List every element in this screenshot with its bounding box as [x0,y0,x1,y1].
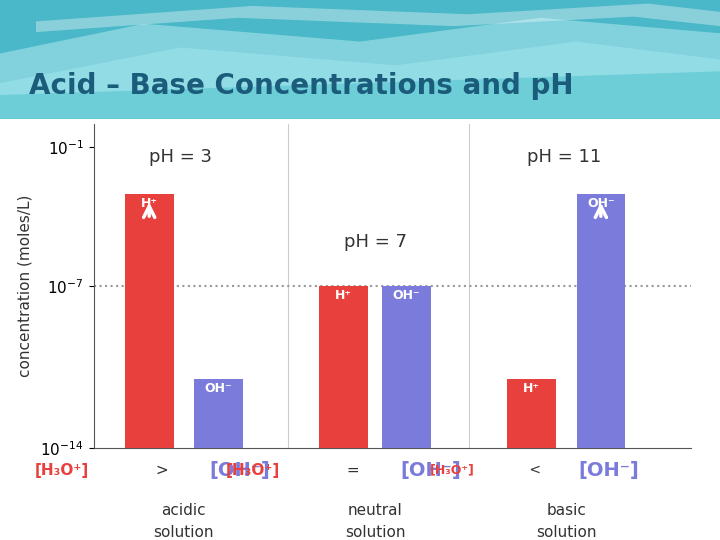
Bar [125,194,174,448]
Text: [H₃O⁺]: [H₃O⁺] [430,463,474,476]
Text: solution: solution [345,525,405,539]
Polygon shape [0,18,720,95]
Text: [H₃O⁺]: [H₃O⁺] [35,463,89,477]
Text: H⁺: H⁺ [336,289,352,302]
Text: OH⁻: OH⁻ [392,289,420,302]
Polygon shape [36,4,720,32]
Text: neutral: neutral [348,503,402,518]
Polygon shape [0,42,720,119]
Text: H⁺: H⁺ [523,382,540,395]
Text: solution: solution [153,525,214,539]
Text: OH⁻: OH⁻ [587,197,615,210]
Text: [OH⁻]: [OH⁻] [210,461,270,480]
Text: OH⁻: OH⁻ [205,382,233,395]
Bar [194,379,243,448]
Text: solution: solution [536,525,596,539]
Text: basic: basic [546,503,586,518]
Text: pH = 11: pH = 11 [526,148,601,166]
Text: H⁺: H⁺ [140,197,158,210]
Bar [382,286,431,448]
Text: pH = 3: pH = 3 [149,148,212,166]
Text: [OH⁻]: [OH⁻] [400,461,462,480]
Text: [OH⁻]: [OH⁻] [578,461,639,480]
Bar [320,286,368,448]
Bar [507,379,556,448]
Text: acidic: acidic [161,503,206,518]
Polygon shape [0,0,720,119]
Y-axis label: concentration (moles/L): concentration (moles/L) [17,195,32,377]
Text: <: < [526,463,546,477]
Text: >: > [151,463,174,477]
Text: pH = 7: pH = 7 [343,233,407,252]
Text: Acid – Base Concentrations and pH: Acid – Base Concentrations and pH [29,72,573,100]
Text: [H₃O⁺]: [H₃O⁺] [225,463,280,477]
Bar [577,194,625,448]
Text: =: = [342,463,365,477]
